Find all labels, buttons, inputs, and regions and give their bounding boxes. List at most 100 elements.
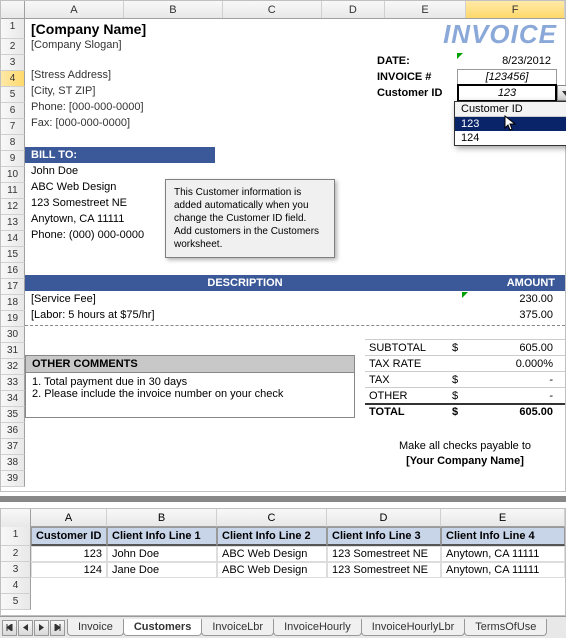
cell[interactable]: ABC Web Design — [217, 562, 327, 578]
payable-company: [Your Company Name] — [375, 454, 555, 469]
col-header-e[interactable]: E — [385, 1, 466, 18]
pane-separator[interactable] — [0, 496, 566, 502]
invoice-num-label: INVOICE # — [375, 71, 457, 83]
row-header-5[interactable]: 5 — [1, 87, 25, 103]
table-row[interactable]: 124Jane DoeABC Web Design123 Somestreet … — [31, 562, 565, 578]
row-header-33[interactable]: 33 — [1, 375, 25, 391]
sheet-tab-bar: InvoiceCustomersInvoiceLbrInvoiceHourlyI… — [0, 616, 566, 638]
other-comments-box[interactable]: 1. Total payment due in 30 days 2. Pleas… — [25, 372, 355, 418]
tab-nav-prev[interactable] — [18, 620, 33, 636]
billto-citystzip: Anytown, CA 11111 — [31, 213, 124, 225]
row-header-34[interactable]: 34 — [1, 391, 25, 407]
table-row[interactable]: 123John DoeABC Web Design123 Somestreet … — [31, 546, 565, 562]
billto-phone: Phone: (000) 000-0000 — [31, 229, 144, 241]
row-header-39[interactable]: 39 — [1, 471, 25, 487]
other-value[interactable]: - — [465, 390, 565, 402]
totals-block: SUBTOTAL$605.00 TAX RATE0.000% TAX$- OTH… — [365, 339, 565, 419]
row-header-15[interactable]: 15 — [1, 247, 25, 263]
subtotal-value: 605.00 — [465, 342, 565, 354]
row-header-2[interactable]: 2 — [1, 39, 25, 55]
row2-header-4[interactable]: 4 — [1, 578, 31, 594]
row-header-6[interactable]: 6 — [1, 103, 25, 119]
col-header-d[interactable]: D — [322, 1, 385, 18]
line-amt-2[interactable]: 375.00 — [519, 309, 553, 321]
col-header-a[interactable]: A — [25, 1, 124, 18]
invoice-num-value[interactable]: [123456] — [457, 69, 557, 85]
tab-nav-last[interactable] — [50, 620, 65, 636]
row-header-17[interactable]: 17 — [1, 279, 25, 295]
row-header-11[interactable]: 11 — [1, 183, 25, 199]
cell[interactable]: ABC Web Design — [217, 546, 327, 562]
customer-id-cell[interactable]: 123 — [457, 84, 557, 102]
cell[interactable]: Anytown, CA 11111 — [441, 546, 565, 562]
row-header-7[interactable]: 7 — [1, 119, 25, 135]
dropdown-item-124[interactable]: 124 — [455, 131, 566, 145]
col2-b[interactable]: B — [107, 509, 217, 527]
row-header-8[interactable]: 8 — [1, 135, 25, 151]
invoice-cells[interactable]: [Company Name] [Company Slogan] [Stress … — [25, 19, 565, 491]
row-header-4[interactable]: 4 — [1, 71, 25, 87]
row-header-35[interactable]: 35 — [1, 407, 25, 423]
select-all-corner-2[interactable] — [1, 509, 31, 527]
col2-e[interactable]: E — [441, 509, 565, 527]
tab-nav-first[interactable] — [2, 620, 17, 636]
billto-header: BILL TO: — [25, 147, 215, 163]
sheet-tab-termsofuse[interactable]: TermsOfUse — [464, 619, 547, 636]
row-header-12[interactable]: 12 — [1, 199, 25, 215]
error-indicator-icon[interactable] — [462, 292, 468, 298]
col2-c[interactable]: C — [217, 509, 327, 527]
row-header-13[interactable]: 13 — [1, 215, 25, 231]
row-header-16[interactable]: 16 — [1, 263, 25, 279]
col2-a[interactable]: A — [31, 509, 107, 527]
cell[interactable]: 123 Somestreet NE — [327, 546, 441, 562]
comment-line-2: 2. Please include the invoice number on … — [32, 388, 348, 400]
tax-label: TAX — [365, 374, 445, 386]
dropdown-button[interactable] — [557, 85, 566, 101]
row-header-37[interactable]: 37 — [1, 439, 25, 455]
line-desc-2[interactable]: [Labor: 5 hours at $75/hr] — [31, 309, 155, 321]
select-all-corner[interactable] — [1, 1, 25, 18]
customer-id-dropdown[interactable]: Customer ID 123 124 — [454, 101, 566, 146]
cell[interactable]: 123 Somestreet NE — [327, 562, 441, 578]
billto-company: ABC Web Design — [31, 181, 116, 193]
cell[interactable]: 124 — [31, 562, 107, 578]
row-header-19[interactable]: 19 — [1, 311, 25, 327]
col-header-b[interactable]: B — [124, 1, 223, 18]
row2-header-5[interactable]: 5 — [1, 594, 31, 610]
cell[interactable]: Jane Doe — [107, 562, 217, 578]
row-header-3[interactable]: 3 — [1, 55, 25, 71]
row-header-31[interactable]: 31 — [1, 343, 25, 359]
row-header-38[interactable]: 38 — [1, 455, 25, 471]
cell[interactable]: Anytown, CA 11111 — [441, 562, 565, 578]
sheet-tab-invoicehourlylbr[interactable]: InvoiceHourlyLbr — [361, 619, 466, 636]
line-amt-1[interactable]: 230.00 — [519, 293, 553, 305]
row-header-30[interactable]: 30 — [1, 327, 25, 343]
tab-nav-next[interactable] — [34, 620, 49, 636]
row-header-10[interactable]: 10 — [1, 167, 25, 183]
row-header-32[interactable]: 32 — [1, 359, 25, 375]
sheet-tab-customers[interactable]: Customers — [123, 619, 202, 636]
row2-header-1[interactable]: 1 — [1, 527, 31, 546]
col-header-c[interactable]: C — [223, 1, 322, 18]
error-indicator-icon[interactable] — [457, 53, 463, 59]
sheet-tab-invoicelbr[interactable]: InvoiceLbr — [201, 619, 274, 636]
row-header-18[interactable]: 18 — [1, 295, 25, 311]
row-header-14[interactable]: 14 — [1, 231, 25, 247]
dropdown-header: Customer ID — [455, 102, 566, 117]
taxrate-label: TAX RATE — [365, 358, 445, 370]
row-header-36[interactable]: 36 — [1, 423, 25, 439]
date-value[interactable]: 8/23/2012 — [457, 54, 557, 68]
cell[interactable]: John Doe — [107, 546, 217, 562]
dropdown-item-123[interactable]: 123 — [455, 117, 566, 131]
line-desc-1[interactable]: [Service Fee] — [31, 293, 96, 305]
row-header-9[interactable]: 9 — [1, 151, 25, 167]
row2-header-2[interactable]: 2 — [1, 546, 31, 562]
row2-header-3[interactable]: 3 — [1, 562, 31, 578]
taxrate-value[interactable]: 0.000% — [465, 358, 565, 370]
col-header-f[interactable]: F — [466, 1, 565, 18]
col2-d[interactable]: D — [327, 509, 441, 527]
sheet-tab-invoicehourly[interactable]: InvoiceHourly — [273, 619, 362, 636]
sheet-tab-invoice[interactable]: Invoice — [67, 619, 124, 636]
row-header-1[interactable]: 1 — [1, 19, 25, 39]
cell[interactable]: 123 — [31, 546, 107, 562]
